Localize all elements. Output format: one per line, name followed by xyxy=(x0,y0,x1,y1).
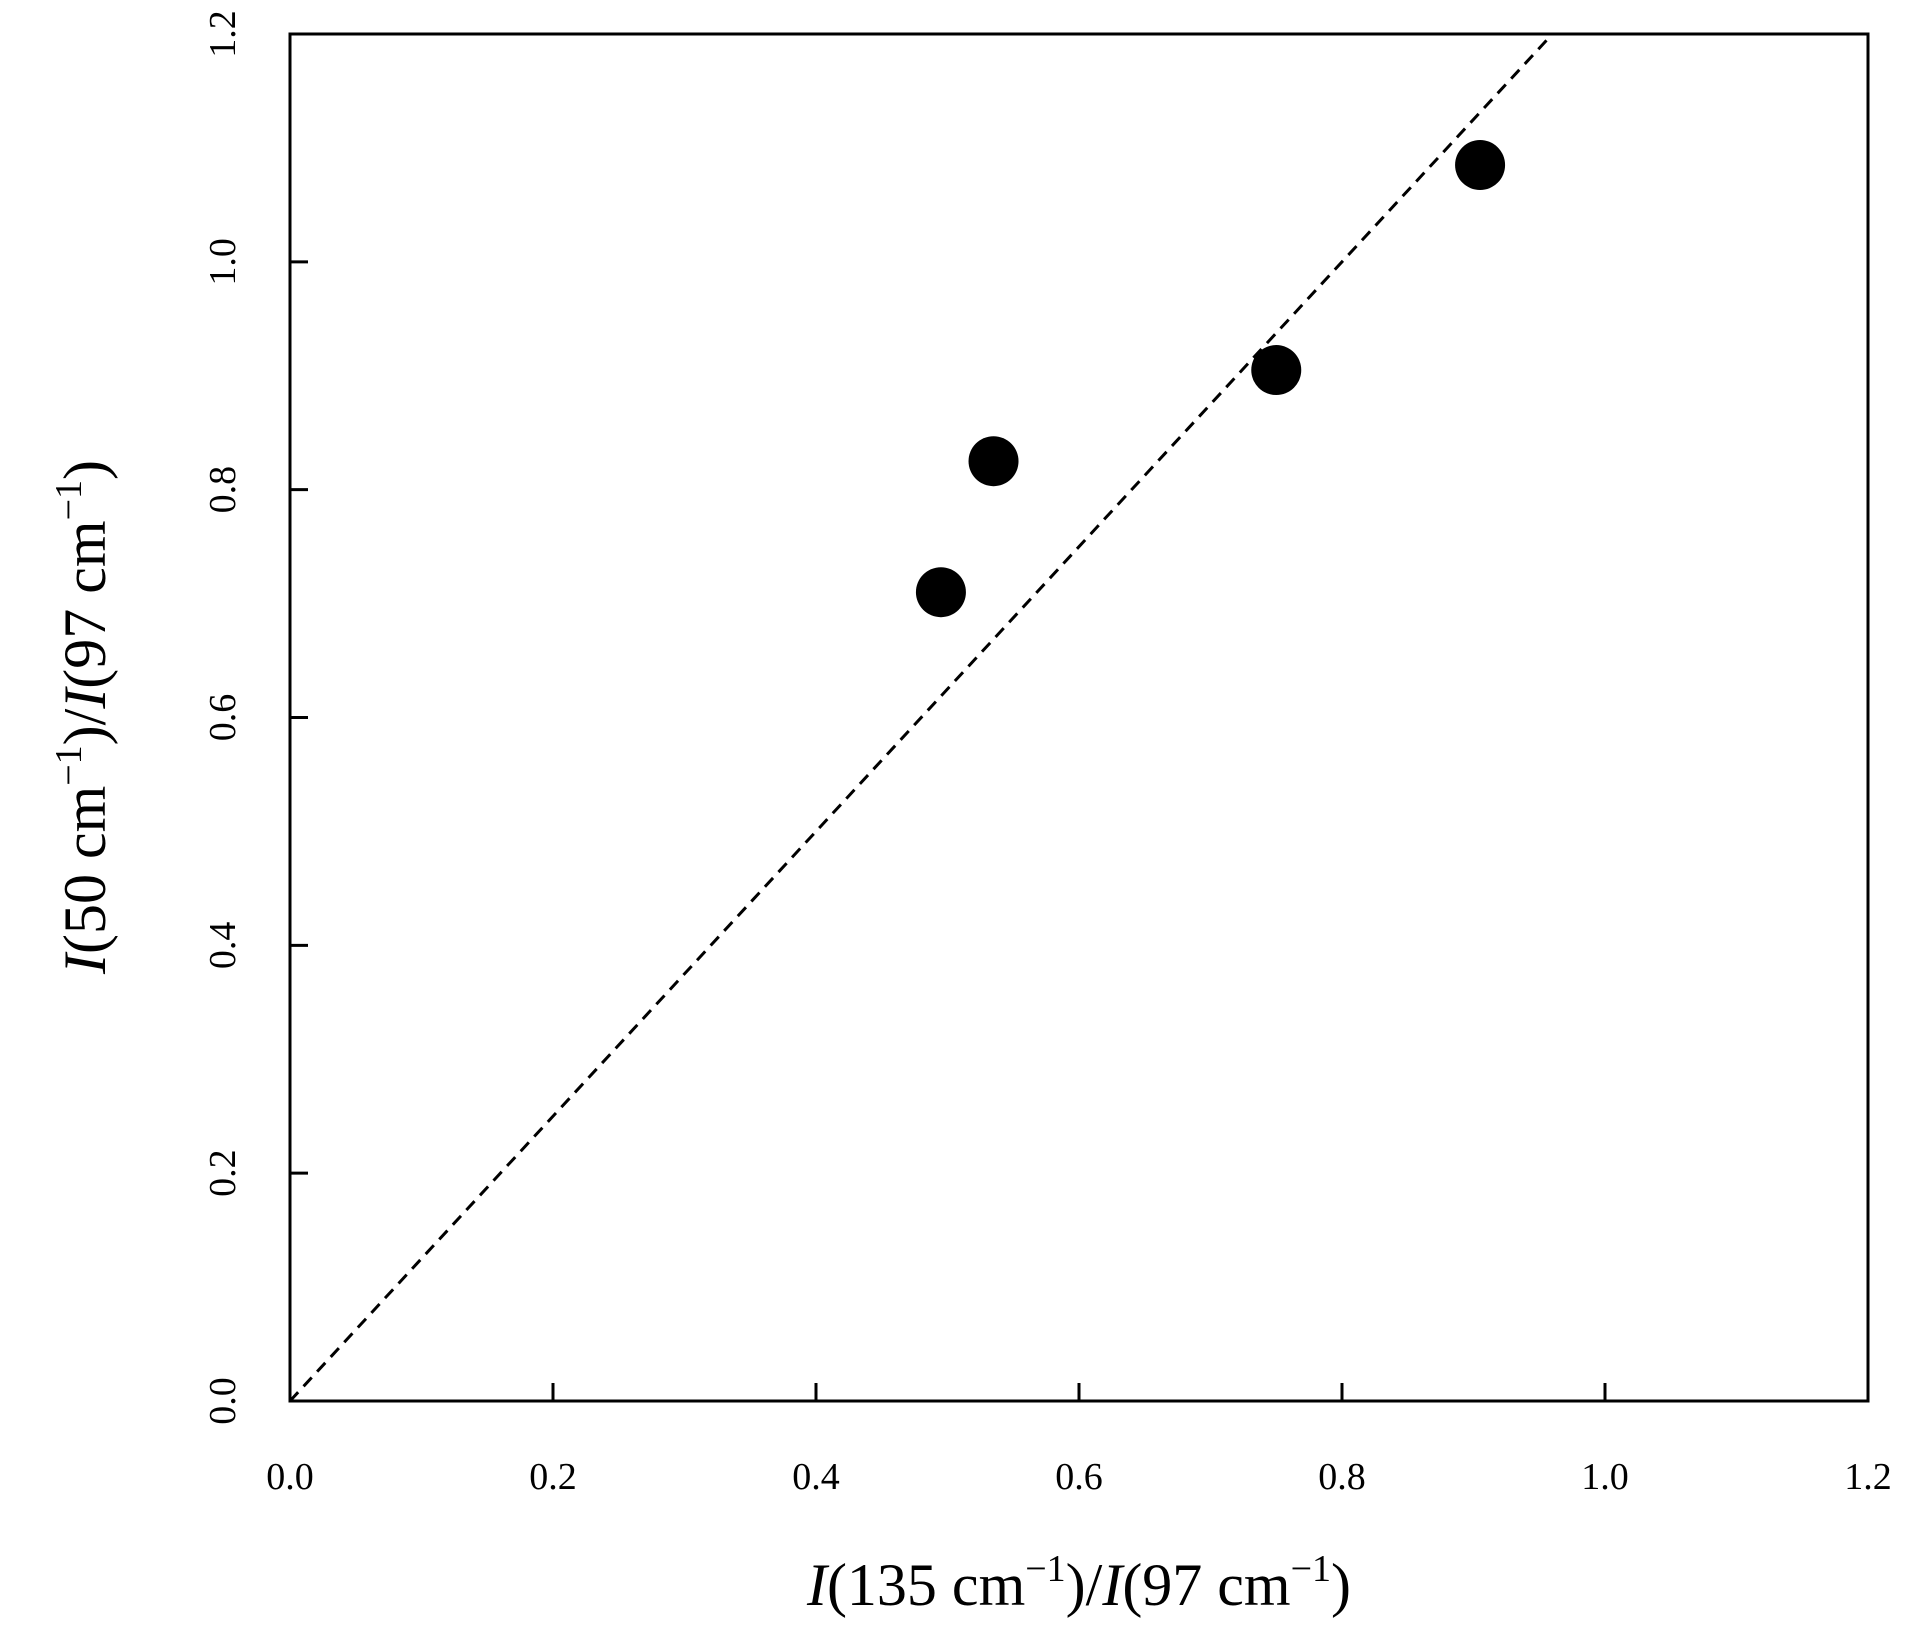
reference-dashed-line xyxy=(288,32,1554,1403)
data-points xyxy=(915,140,1506,618)
x-axis-ticks: 0.0 0.2 0.4 0.6 0.8 1.0 1.2 xyxy=(266,1383,1892,1498)
y-tick-label: 0.4 xyxy=(202,922,244,970)
data-point xyxy=(1251,345,1302,396)
data-point xyxy=(968,436,1019,487)
plot-frame xyxy=(288,32,1870,1403)
x-tick-label: 1.2 xyxy=(1844,1456,1892,1498)
y-tick-label: 0.0 xyxy=(202,1377,244,1425)
y-tick-label: 0.6 xyxy=(202,694,244,742)
x-axis-label: I(135 cm−1)/I(97 cm−1) xyxy=(806,1548,1351,1618)
y-tick-label: 1.0 xyxy=(202,238,244,286)
y-axis-label: I(50 cm−1)/I(97 cm−1) xyxy=(48,460,118,975)
data-point xyxy=(1455,140,1506,191)
x-tick-label: 1.0 xyxy=(1581,1456,1629,1498)
x-tick-label: 0.6 xyxy=(1055,1456,1103,1498)
y-tick-label: 0.8 xyxy=(202,466,244,513)
y-axis-ticks: 0.0 0.2 0.4 0.6 0.8 1.0 1.2 xyxy=(202,10,308,1425)
x-tick-label: 0.2 xyxy=(529,1456,577,1498)
y-tick-label: 0.2 xyxy=(202,1149,244,1197)
x-tick-label: 0.0 xyxy=(266,1456,314,1498)
data-point xyxy=(915,567,966,618)
x-tick-label: 0.8 xyxy=(1318,1456,1366,1498)
x-tick-label: 0.4 xyxy=(792,1456,840,1498)
y-tick-label: 1.2 xyxy=(202,10,244,58)
